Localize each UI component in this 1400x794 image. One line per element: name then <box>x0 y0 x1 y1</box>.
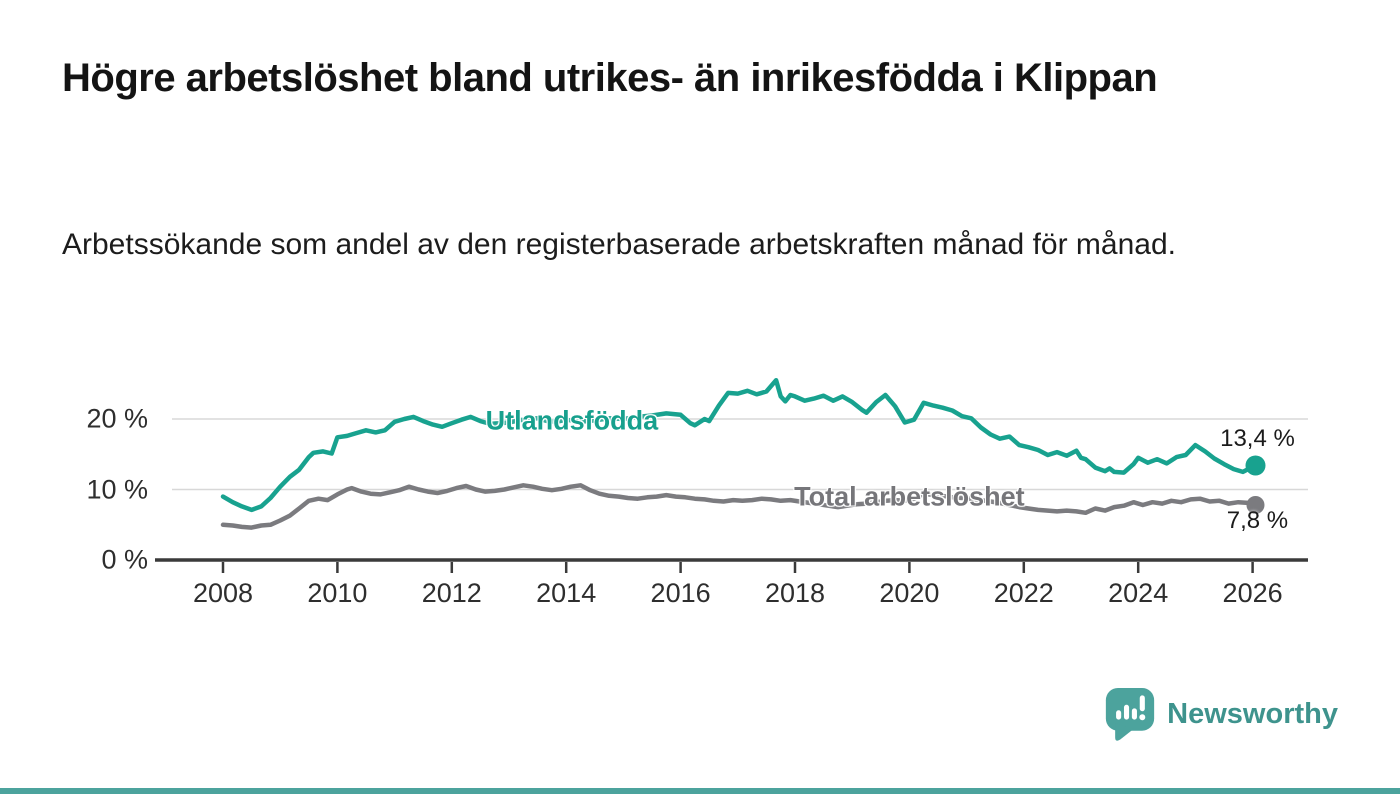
series-end-dot-total <box>1246 496 1265 514</box>
series-end-dot-utlandsfodda <box>1245 455 1266 476</box>
series-line-total <box>220 483 1258 530</box>
newsworthy-logo-icon <box>1106 688 1155 741</box>
series-line-utlandsfodda <box>220 377 1258 513</box>
bottom-accent-bar <box>0 788 1400 794</box>
brand-footer: Newsworthy <box>1104 686 1338 742</box>
chart-title: Högre arbetslöshet bland utrikes- än inr… <box>62 56 1158 100</box>
brand-name: Newsworthy <box>1167 697 1338 730</box>
chart-subtitle: Arbetssökande som andel av den registerb… <box>62 228 1176 261</box>
bar-chart-glyph <box>1116 695 1146 721</box>
speech-bubble-shape <box>1106 688 1155 741</box>
